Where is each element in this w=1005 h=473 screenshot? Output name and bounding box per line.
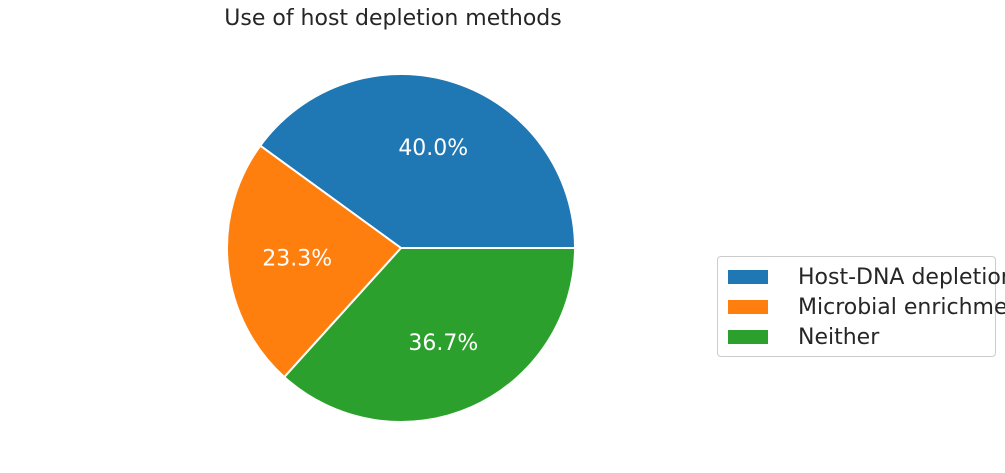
- legend: Host-DNA depletion Microbial enrichment …: [717, 256, 1005, 357]
- legend-label-host-dna-depletion: Host-DNA depletion: [798, 264, 1005, 290]
- legend-label-microbial-enrichment: Microbial enrichment: [798, 294, 1005, 320]
- legend-swatch-neither: [728, 330, 768, 344]
- legend-label-neither: Neither: [798, 324, 880, 350]
- chart-title: Use of host depletion methods: [224, 6, 561, 31]
- pie-percent-labels: 40.0% 23.3% 36.7%: [262, 136, 478, 356]
- legend-swatch-host-dna-depletion: [728, 270, 768, 284]
- pie-label-neither: 36.7%: [408, 331, 478, 356]
- pie-label-microbial-enrichment: 23.3%: [262, 246, 332, 271]
- pie-slice-neither: [283, 247, 576, 423]
- legend-item-microbial-enrichment: Microbial enrichment: [728, 292, 1005, 322]
- pie-slices: [226, 73, 576, 423]
- pie-slice-host-dna-depletion: [259, 73, 576, 249]
- pie-slice-microbial-enrichment: [226, 144, 402, 379]
- pie-label-host-dna-depletion: 40.0%: [398, 136, 468, 161]
- legend-item-neither: Neither: [728, 322, 879, 352]
- legend-item-host-dna-depletion: Host-DNA depletion: [728, 262, 1005, 292]
- legend-swatch-microbial-enrichment: [728, 300, 768, 314]
